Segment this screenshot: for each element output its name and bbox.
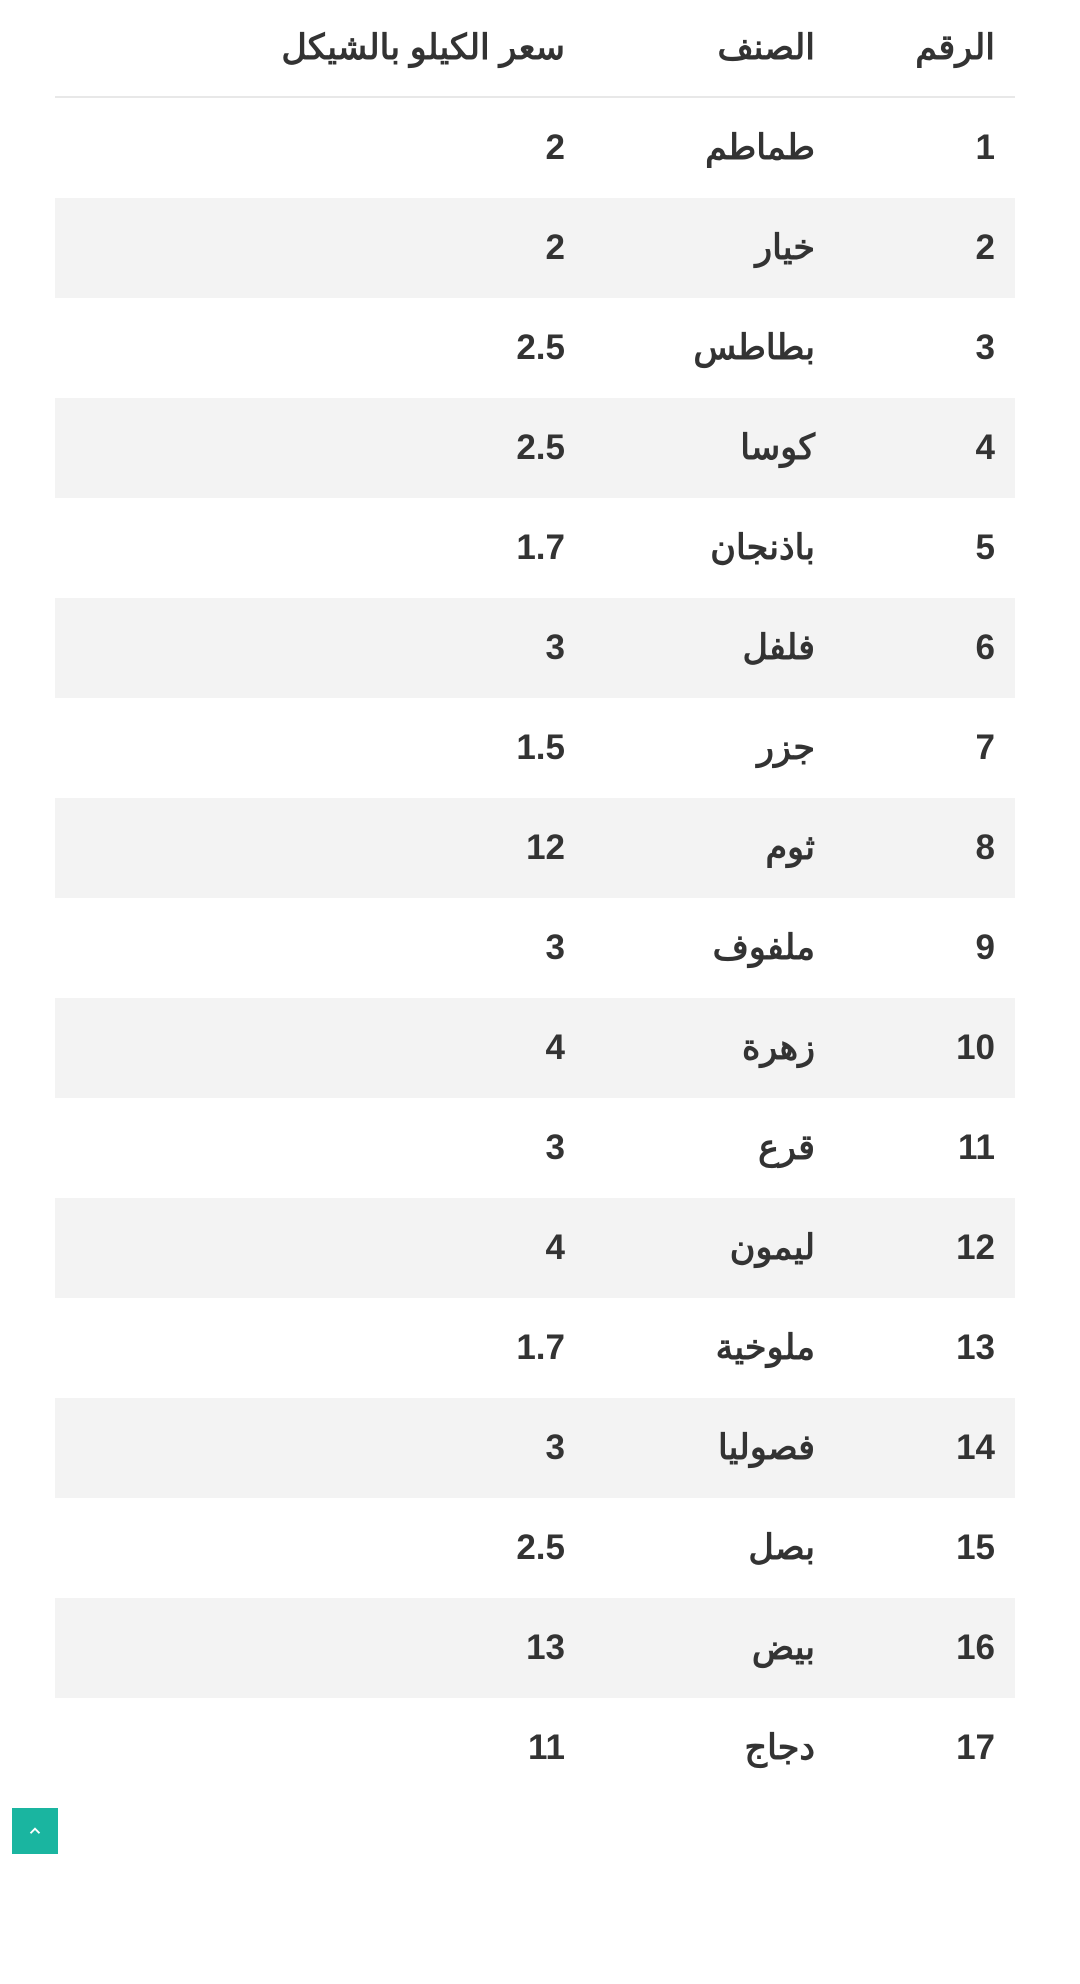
table-row: 9ملفوف3	[55, 898, 1015, 998]
cell-number: 13	[835, 1298, 1015, 1398]
chevron-up-icon	[26, 1822, 44, 1840]
cell-item: جزر	[585, 698, 835, 798]
cell-number: 9	[835, 898, 1015, 998]
table-row: 17دجاج11	[55, 1698, 1015, 1798]
header-item: الصنف	[585, 0, 835, 97]
cell-item: زهرة	[585, 998, 835, 1098]
cell-number: 4	[835, 398, 1015, 498]
cell-item: ملفوف	[585, 898, 835, 998]
cell-item: باذنجان	[585, 498, 835, 598]
cell-item: فلفل	[585, 598, 835, 698]
cell-item: ملوخية	[585, 1298, 835, 1398]
cell-item: دجاج	[585, 1698, 835, 1798]
table-row: 10زهرة4	[55, 998, 1015, 1098]
cell-number: 14	[835, 1398, 1015, 1498]
cell-price: 3	[55, 1098, 585, 1198]
table-row: 1طماطم2	[55, 97, 1015, 198]
cell-item: خيار	[585, 198, 835, 298]
cell-number: 7	[835, 698, 1015, 798]
price-table-container: الرقم الصنف سعر الكيلو بالشيكل 1طماطم22خ…	[0, 0, 1080, 1798]
table-header: الرقم الصنف سعر الكيلو بالشيكل	[55, 0, 1015, 97]
header-price: سعر الكيلو بالشيكل	[55, 0, 585, 97]
cell-item: ثوم	[585, 798, 835, 898]
table-row: 8ثوم12	[55, 798, 1015, 898]
cell-price: 2.5	[55, 1498, 585, 1598]
table-body: 1طماطم22خيار23بطاطس2.54كوسا2.55باذنجان1.…	[55, 97, 1015, 1798]
table-row: 12ليمون4	[55, 1198, 1015, 1298]
price-table: الرقم الصنف سعر الكيلو بالشيكل 1طماطم22خ…	[55, 0, 1015, 1798]
cell-item: بصل	[585, 1498, 835, 1598]
cell-price: 2	[55, 198, 585, 298]
cell-number: 2	[835, 198, 1015, 298]
cell-price: 4	[55, 998, 585, 1098]
cell-number: 16	[835, 1598, 1015, 1698]
table-row: 15بصل2.5	[55, 1498, 1015, 1598]
cell-number: 1	[835, 97, 1015, 198]
table-row: 14فصوليا3	[55, 1398, 1015, 1498]
cell-item: طماطم	[585, 97, 835, 198]
cell-price: 3	[55, 598, 585, 698]
cell-item: ليمون	[585, 1198, 835, 1298]
cell-price: 3	[55, 1398, 585, 1498]
cell-price: 1.7	[55, 1298, 585, 1398]
cell-item: قرع	[585, 1098, 835, 1198]
table-row: 7جزر1.5	[55, 698, 1015, 798]
cell-number: 6	[835, 598, 1015, 698]
cell-item: بيض	[585, 1598, 835, 1698]
cell-item: كوسا	[585, 398, 835, 498]
cell-price: 1.7	[55, 498, 585, 598]
cell-number: 12	[835, 1198, 1015, 1298]
cell-price: 2.5	[55, 298, 585, 398]
cell-price: 3	[55, 898, 585, 998]
cell-price: 12	[55, 798, 585, 898]
scroll-top-button[interactable]	[12, 1808, 58, 1854]
cell-number: 17	[835, 1698, 1015, 1798]
cell-item: فصوليا	[585, 1398, 835, 1498]
cell-price: 11	[55, 1698, 585, 1798]
cell-number: 11	[835, 1098, 1015, 1198]
cell-number: 10	[835, 998, 1015, 1098]
cell-price: 2.5	[55, 398, 585, 498]
header-number: الرقم	[835, 0, 1015, 97]
cell-number: 8	[835, 798, 1015, 898]
cell-number: 3	[835, 298, 1015, 398]
cell-number: 5	[835, 498, 1015, 598]
table-row: 2خيار2	[55, 198, 1015, 298]
table-row: 5باذنجان1.7	[55, 498, 1015, 598]
cell-price: 13	[55, 1598, 585, 1698]
table-row: 6فلفل3	[55, 598, 1015, 698]
table-row: 3بطاطس2.5	[55, 298, 1015, 398]
cell-price: 4	[55, 1198, 585, 1298]
table-row: 4كوسا2.5	[55, 398, 1015, 498]
cell-price: 1.5	[55, 698, 585, 798]
table-row: 13ملوخية1.7	[55, 1298, 1015, 1398]
cell-number: 15	[835, 1498, 1015, 1598]
table-row: 16بيض13	[55, 1598, 1015, 1698]
cell-price: 2	[55, 97, 585, 198]
cell-item: بطاطس	[585, 298, 835, 398]
table-row: 11قرع3	[55, 1098, 1015, 1198]
